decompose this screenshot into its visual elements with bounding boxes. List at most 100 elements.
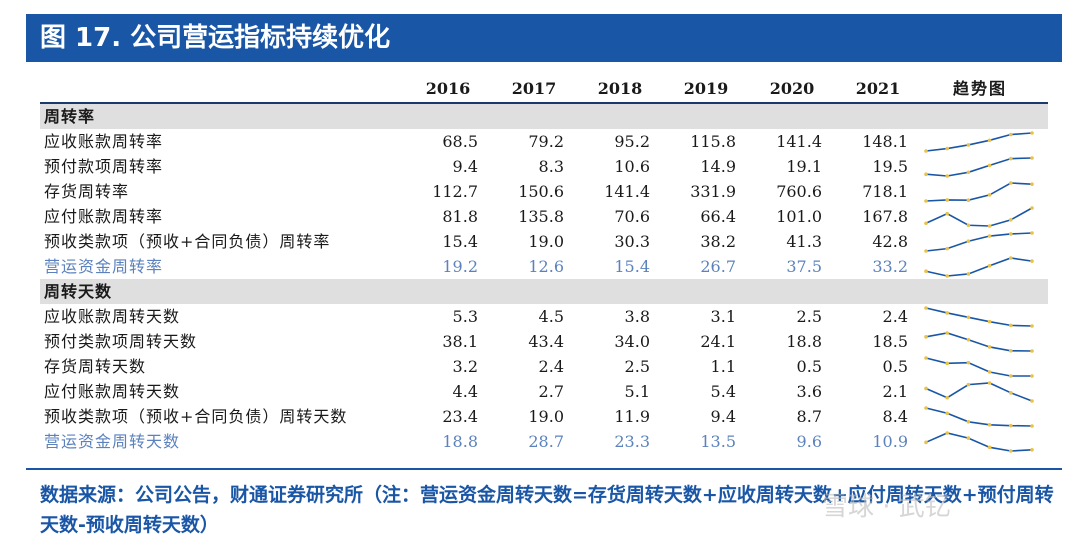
row-value: 760.6: [776, 182, 822, 201]
row-value: 11.9: [614, 407, 650, 426]
row-value: 38.2: [700, 232, 736, 251]
row-value: 19.5: [872, 157, 908, 176]
trend-sparkline: [924, 431, 1034, 453]
row-label: 预收类款项（预收+合同负债）周转率: [44, 232, 331, 251]
row-label: 营运资金周转率: [44, 257, 164, 276]
row-value: 3.2: [452, 357, 478, 376]
sparkline-point: [924, 440, 928, 445]
row-label: 应收账款周转天数: [44, 307, 181, 326]
table-row: 营运资金周转率 19.2 12.6 15.4 26.7 37.5 33.2: [40, 254, 1048, 279]
row-label: 预付款项周转率: [44, 157, 164, 176]
sparkline-point: [1030, 447, 1034, 452]
row-value: 18.8: [442, 432, 478, 451]
sparkline-point: [1009, 449, 1013, 453]
row-value: 19.0: [528, 407, 564, 426]
trend-sparkline: [924, 331, 1034, 353]
sparkline-point: [1009, 323, 1013, 328]
sparkline-point: [987, 224, 992, 228]
row-value: 150.6: [518, 182, 564, 201]
row-value: 3.1: [710, 307, 736, 326]
row-value: 37.5: [786, 257, 822, 276]
sparkline-point: [1009, 132, 1013, 137]
row-value: 2.5: [624, 357, 650, 376]
row-value: 12.6: [528, 257, 564, 276]
header-year: 2020: [769, 79, 815, 98]
header-year: 2021: [855, 79, 901, 98]
sparkline-point: [966, 272, 971, 276]
row-value: 42.8: [872, 232, 908, 251]
table-row: 预付款项周转率 9.4 8.3 10.6 14.9 19.1 19.5: [40, 154, 1048, 179]
sparkline-point: [945, 395, 949, 400]
table-row: 预付类款项周转天数 38.1 43.4 34.0 24.1 18.8 18.5: [40, 329, 1048, 354]
sparkline-line: [925, 182, 1033, 202]
trend-sparkline: [924, 206, 1034, 228]
row-value: 9.4: [710, 407, 736, 426]
row-value: 141.4: [776, 132, 822, 151]
title-bar: 图 17. 公司营运指标持续优化: [26, 14, 1062, 62]
trend-sparkline: [924, 306, 1034, 328]
sparkline-point: [1030, 424, 1034, 428]
row-value: 8.7: [796, 407, 822, 426]
row-value: 43.4: [528, 332, 564, 351]
trend-sparkline: [924, 381, 1034, 403]
sparkline-point: [945, 411, 949, 416]
row-value: 3.8: [624, 307, 650, 326]
row-label: 应付账款周转率: [44, 207, 164, 226]
row-value: 5.4: [710, 382, 736, 401]
header-year: 2019: [683, 79, 729, 98]
trend-sparkline: [924, 181, 1034, 203]
source-note: 数据来源：公司公告，财通证券研究所（注：营运资金周转天数=存货周转天数+应收周转…: [40, 484, 1054, 536]
row-value: 13.5: [700, 432, 736, 451]
row-value: 66.4: [700, 207, 736, 226]
row-value: 2.5: [796, 307, 822, 326]
row-value: 718.1: [862, 182, 908, 201]
sparkline-point: [1009, 423, 1013, 428]
row-value: 3.6: [796, 382, 822, 401]
section-header-row: 周转天数: [40, 279, 1048, 304]
row-value: 18.5: [872, 332, 908, 351]
header-year: 2018: [597, 79, 643, 98]
sparkline-point: [924, 149, 928, 153]
table-header-row: 2016 2017 2018 2019 2020 2021 趋势图: [40, 76, 1048, 104]
row-value: 167.8: [862, 207, 908, 226]
row-value: 28.7: [528, 432, 564, 451]
row-value: 4.4: [452, 382, 478, 401]
sparkline-point: [1030, 182, 1034, 186]
header-trend: 趋势图: [952, 79, 1007, 98]
sparkline-point: [924, 172, 928, 177]
sparkline-point: [1009, 391, 1013, 395]
row-label: 预付类款项周转天数: [44, 332, 198, 351]
sparkline-point: [966, 170, 971, 175]
row-value: 19.2: [442, 257, 478, 276]
row-value: 23.4: [442, 407, 478, 426]
trend-sparkline: [924, 406, 1034, 428]
sparkline-point: [924, 406, 928, 410]
sparkline-line: [925, 432, 1033, 452]
section-header-row: 周转率: [40, 104, 1048, 129]
sparkline-line: [925, 407, 1033, 427]
sparkline-point: [1030, 399, 1034, 403]
row-value: 4.5: [538, 307, 564, 326]
trend-sparkline: [924, 131, 1034, 153]
figure-title: 图 17. 公司营运指标持续优化: [40, 23, 391, 53]
sparkline-point: [1030, 259, 1034, 263]
sparkline-point: [987, 423, 992, 427]
sparkline-point: [987, 370, 992, 374]
trend-sparkline: [924, 156, 1034, 178]
sparkline-point: [1030, 324, 1034, 328]
sparkline-line: [925, 207, 1033, 227]
row-value: 19.0: [528, 232, 564, 251]
row-value: 331.9: [690, 182, 736, 201]
sparkline-point: [966, 239, 971, 244]
row-value: 70.6: [614, 207, 650, 226]
sparkline-point: [924, 335, 928, 339]
row-label: 存货周转天数: [44, 357, 147, 376]
sparkline-point: [1030, 374, 1034, 378]
sparkline-point: [945, 211, 949, 216]
sparkline-point: [924, 249, 928, 253]
sparkline-point: [945, 331, 949, 335]
watermark: 雪球 · 武钇: [822, 492, 951, 522]
header-year: 2017: [511, 79, 557, 98]
sparkline-point: [966, 436, 971, 440]
sparkline-line: [925, 257, 1033, 277]
